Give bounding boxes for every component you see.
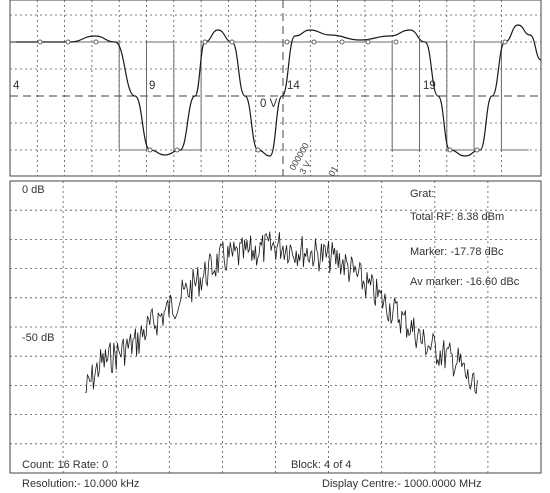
spectrum-top-db-label: 0 dB — [22, 184, 45, 196]
spectrum-mid-db-label: -50 dB — [22, 332, 55, 344]
eye-sample-point — [284, 39, 290, 45]
eye-tick-label-14: 14 — [287, 80, 300, 92]
eye-sample-point — [202, 39, 208, 45]
eye-sample-point — [37, 39, 43, 45]
eye-sample-point — [255, 147, 261, 153]
eye-tick-label-9: 9 — [149, 80, 156, 92]
eye-sample-point — [447, 147, 453, 153]
eye-sample-point — [474, 147, 480, 153]
spectrum-grid — [10, 181, 541, 473]
eye-sample-point — [502, 39, 508, 45]
spectrum-total-rf: Total RF: 8.38 dBm — [410, 211, 505, 223]
eye-square-wave — [10, 41, 529, 151]
eye-tick-label-4: 4 — [13, 80, 20, 92]
eye-sample-point — [365, 39, 371, 45]
resolution-readout: Resolution:- 10.000 kHz — [22, 478, 140, 490]
display-centre-readout: Display Centre:- 1000.0000 MHz — [322, 478, 482, 490]
spectrum-av-marker-readout: Av marker: -16.60 dBc — [410, 276, 520, 288]
eye-sample-point — [147, 147, 153, 153]
eye-sample-point — [229, 39, 235, 45]
spectrum-count-rate: Count: 16 Rate: 0 — [22, 459, 109, 471]
spectrum-block-indicator: Block: 4 of 4 — [291, 459, 352, 471]
eye-diagram-panel — [9, 0, 542, 177]
eye-sample-point — [93, 39, 99, 45]
eye-sample-point — [339, 39, 345, 45]
eye-sample-point — [311, 39, 317, 45]
spectrum-marker-readout: Marker: -17.78 dBc — [410, 246, 504, 258]
spectrum-panel — [9, 180, 542, 474]
eye-center-label: 0 V — [260, 98, 278, 110]
eye-sample-point — [393, 39, 399, 45]
eye-sample-point — [65, 39, 71, 45]
eye-sample-point — [174, 147, 180, 153]
eye-tick-label-19: 19 — [423, 80, 436, 92]
spectrum-grat-label: Grat: — [410, 188, 435, 200]
eye-sample-points — [37, 39, 508, 153]
spectrum-trace — [84, 231, 478, 395]
